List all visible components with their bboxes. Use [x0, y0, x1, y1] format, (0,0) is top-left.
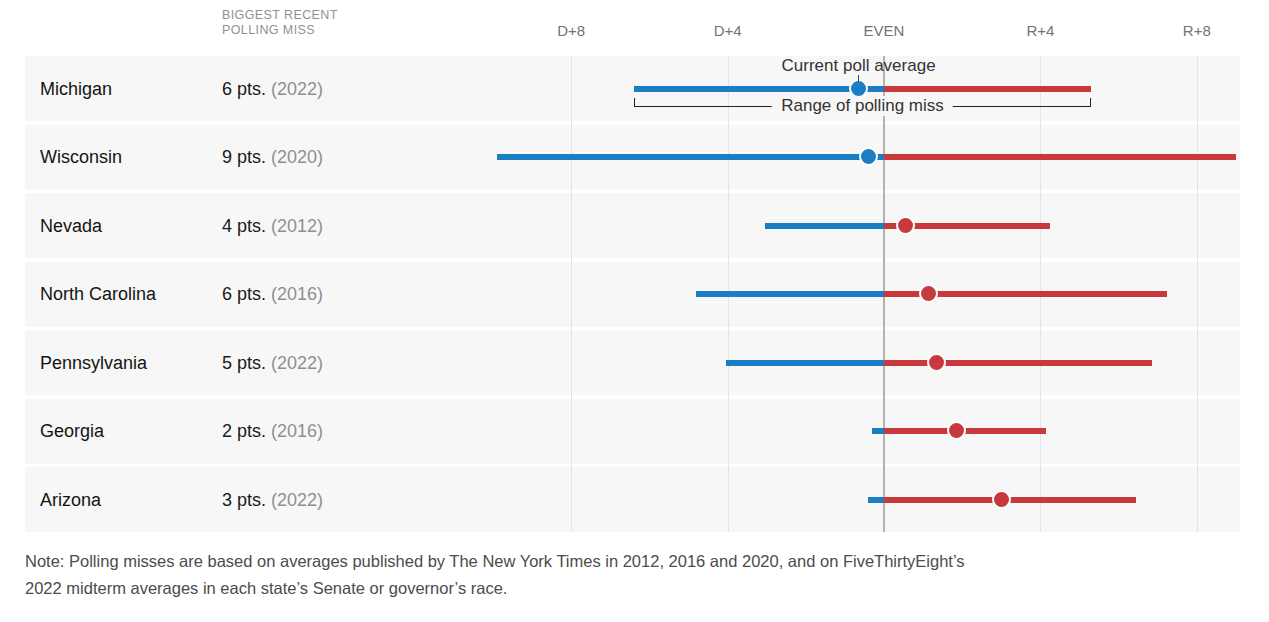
- poll-average-dot: [992, 490, 1011, 509]
- poll-average-dot: [927, 353, 946, 372]
- annotation-current-poll-average: Current poll average: [782, 56, 936, 76]
- dem-range-bar: [868, 497, 884, 503]
- miss-year: (2022): [271, 78, 323, 98]
- state-row: Arizona 3 pts. (2022): [25, 467, 1240, 532]
- miss-label: 6 pts. (2022): [222, 78, 323, 99]
- state-row: Wisconsin 9 pts. (2020): [25, 125, 1240, 190]
- miss-value: 6 pts.: [222, 284, 266, 304]
- state-row: Georgia 2 pts. (2016): [25, 399, 1240, 464]
- state-row: Michigan 6 pts. (2022): [25, 56, 1240, 121]
- axis-tick-label-d+8: D+8: [557, 22, 585, 39]
- axis-tick-label-r+8: R+8: [1183, 22, 1211, 39]
- state-label: Nevada: [40, 215, 102, 236]
- poll-average-dot: [947, 421, 966, 440]
- state-row: Nevada 4 pts. (2012): [25, 193, 1240, 258]
- dem-range-bar: [497, 154, 884, 160]
- miss-value: 3 pts.: [222, 489, 266, 509]
- miss-label: 3 pts. (2022): [222, 489, 323, 510]
- dem-range-bar: [872, 428, 884, 434]
- miss-year: (2012): [271, 215, 323, 235]
- miss-year: (2016): [271, 284, 323, 304]
- rep-range-bar: [884, 154, 1236, 160]
- dem-range-bar: [726, 360, 884, 366]
- rep-range-bar: [884, 86, 1091, 92]
- rep-range-bar: [884, 360, 1152, 366]
- axis-tick-label-even: EVEN: [864, 22, 905, 39]
- dem-range-bar: [696, 291, 884, 297]
- state-label: North Carolina: [40, 284, 156, 305]
- dem-range-bar: [765, 223, 884, 229]
- column-header-line2: POLLING MISS: [222, 23, 338, 38]
- miss-label: 6 pts. (2016): [222, 284, 323, 305]
- axis-tick-label-r+4: R+4: [1026, 22, 1054, 39]
- miss-year: (2020): [271, 147, 323, 167]
- miss-label: 4 pts. (2012): [222, 215, 323, 236]
- state-label: Georgia: [40, 421, 104, 442]
- state-label: Michigan: [40, 78, 112, 99]
- annotation-range-of-polling-miss: Range of polling miss: [772, 96, 953, 116]
- miss-year: (2016): [271, 421, 323, 441]
- state-label: Wisconsin: [40, 147, 122, 168]
- annotation-range-bracket: Range of polling miss: [634, 98, 1091, 107]
- miss-label: 5 pts. (2022): [222, 352, 323, 373]
- state-label: Arizona: [40, 489, 101, 510]
- state-label: Pennsylvania: [40, 352, 147, 373]
- miss-year: (2022): [271, 489, 323, 509]
- poll-average-dot: [896, 216, 915, 235]
- miss-label: 2 pts. (2016): [222, 421, 323, 442]
- miss-value: 5 pts.: [222, 352, 266, 372]
- polling-miss-chart: BIGGEST RECENT POLLING MISS D+8 D+4 EVEN R+…: [0, 0, 1269, 622]
- column-header-line1: BIGGEST RECENT: [222, 8, 338, 23]
- column-header-biggest-recent-polling-miss: BIGGEST RECENT POLLING MISS: [222, 8, 338, 38]
- poll-average-dot: [919, 284, 938, 303]
- miss-value: 4 pts.: [222, 215, 266, 235]
- miss-year: (2022): [271, 352, 323, 372]
- annotation-pointer-tick: [858, 75, 860, 82]
- miss-value: 2 pts.: [222, 421, 266, 441]
- miss-value: 6 pts.: [222, 78, 266, 98]
- axis-tick-label-d+4: D+4: [714, 22, 742, 39]
- miss-value: 9 pts.: [222, 147, 266, 167]
- miss-label: 9 pts. (2020): [222, 147, 323, 168]
- note-text: Note: Polling misses are based on averag…: [25, 548, 975, 602]
- dem-range-bar: [634, 86, 884, 92]
- state-row: Pennsylvania 5 pts. (2022): [25, 330, 1240, 395]
- state-row: North Carolina 6 pts. (2016): [25, 262, 1240, 327]
- poll-average-dot: [859, 147, 878, 166]
